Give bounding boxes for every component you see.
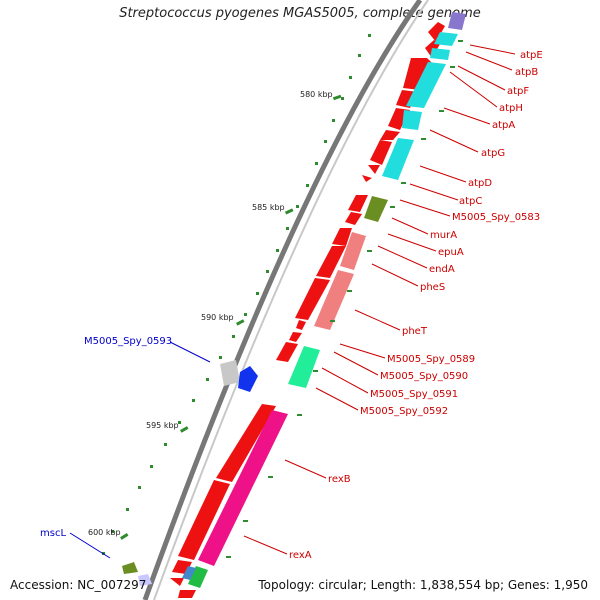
forward-strand-features [170, 22, 445, 598]
gene-labels-right: atpE atpB atpF atpH atpA atpG atpD atpC … [289, 50, 543, 561]
gene-feature [434, 32, 458, 46]
gene-feature [182, 566, 196, 580]
gene-label: mscL [40, 528, 66, 539]
gene-feature [345, 212, 362, 225]
gene-label: M5005_Spy_0593 [84, 336, 172, 347]
gene-label: atpA [492, 120, 515, 131]
gene-feature [216, 404, 276, 482]
gene-feature [402, 110, 422, 130]
gene-label: pheT [402, 326, 428, 337]
gene-feature [368, 165, 380, 174]
gene-label: rexB [328, 474, 351, 485]
gene-feature [170, 578, 184, 586]
kbp-tick-labels: 580 kbp 585 kbp 590 kbp 595 kbp 600 kbp [88, 90, 333, 537]
gene-feature [198, 410, 288, 566]
gene-label: endA [429, 264, 455, 275]
gene-label: atpC [459, 196, 482, 207]
gene-feature [370, 140, 392, 165]
gene-feature [382, 138, 414, 180]
gene-feature [276, 342, 298, 362]
gene-feature [178, 480, 230, 560]
gene-label: atpG [481, 148, 505, 159]
gene-label: M5005_Spy_0589 [387, 354, 475, 365]
accession-label: Accession: NC_007297 [10, 578, 147, 592]
gene-feature [238, 366, 258, 392]
gene-feature [122, 562, 138, 574]
gene-feature [380, 130, 400, 140]
gene-feature [362, 175, 372, 182]
gene-label: atpB [515, 67, 538, 78]
page-title: Streptococcus pyogenes MGAS5005, complet… [119, 6, 481, 21]
second-ring-features [182, 12, 466, 588]
tick-label-595: 595 kbp [146, 421, 179, 430]
tick-label-600: 600 kbp [88, 528, 121, 537]
gene-feature [340, 232, 366, 270]
gene-label: pheS [420, 282, 445, 293]
gene-feature [428, 22, 445, 42]
gene-label: murA [430, 230, 457, 241]
gene-feature [332, 228, 352, 246]
gene-feature [406, 62, 446, 108]
gene-labels-left: M5005_Spy_0593 mscL [40, 336, 172, 539]
tick-label-585: 585 kbp [252, 203, 285, 212]
genome-backbone [142, 0, 429, 600]
gene-label: rexA [289, 550, 312, 561]
gene-feature [348, 195, 368, 212]
gene-feature [314, 270, 354, 330]
gene-label: M5005_Spy_0590 [380, 371, 468, 382]
gene-feature [220, 360, 240, 386]
genome-summary: Topology: circular; Length: 1,838,554 bp… [258, 578, 588, 592]
gene-label: epuA [438, 247, 464, 258]
gene-feature [138, 574, 152, 586]
gene-label: M5005_Spy_0583 [452, 212, 540, 223]
gene-label: atpH [499, 103, 523, 114]
inner-ring-marks [226, 40, 463, 558]
gene-label: M5005_Spy_0592 [360, 406, 448, 417]
gene-feature [178, 590, 196, 598]
gene-feature [295, 278, 330, 320]
tick-label-580: 580 kbp [300, 90, 333, 99]
gene-feature [288, 346, 320, 388]
gene-label: M5005_Spy_0591 [370, 389, 458, 400]
gene-feature [448, 12, 466, 30]
tick-label-590: 590 kbp [201, 313, 234, 322]
right-leader-lines [243, 44, 516, 555]
gene-label: atpF [507, 86, 529, 97]
isolated-features [122, 360, 258, 586]
gene-feature [188, 566, 208, 588]
gene-feature [364, 196, 388, 222]
left-leader-lines [69, 341, 211, 559]
gene-label: atpE [520, 50, 543, 61]
gene-feature [430, 48, 450, 60]
gene-feature [316, 246, 346, 278]
gene-label: atpD [468, 178, 492, 189]
major-ticks [120, 94, 342, 540]
gene-feature [296, 320, 306, 330]
gene-feature [289, 332, 302, 342]
